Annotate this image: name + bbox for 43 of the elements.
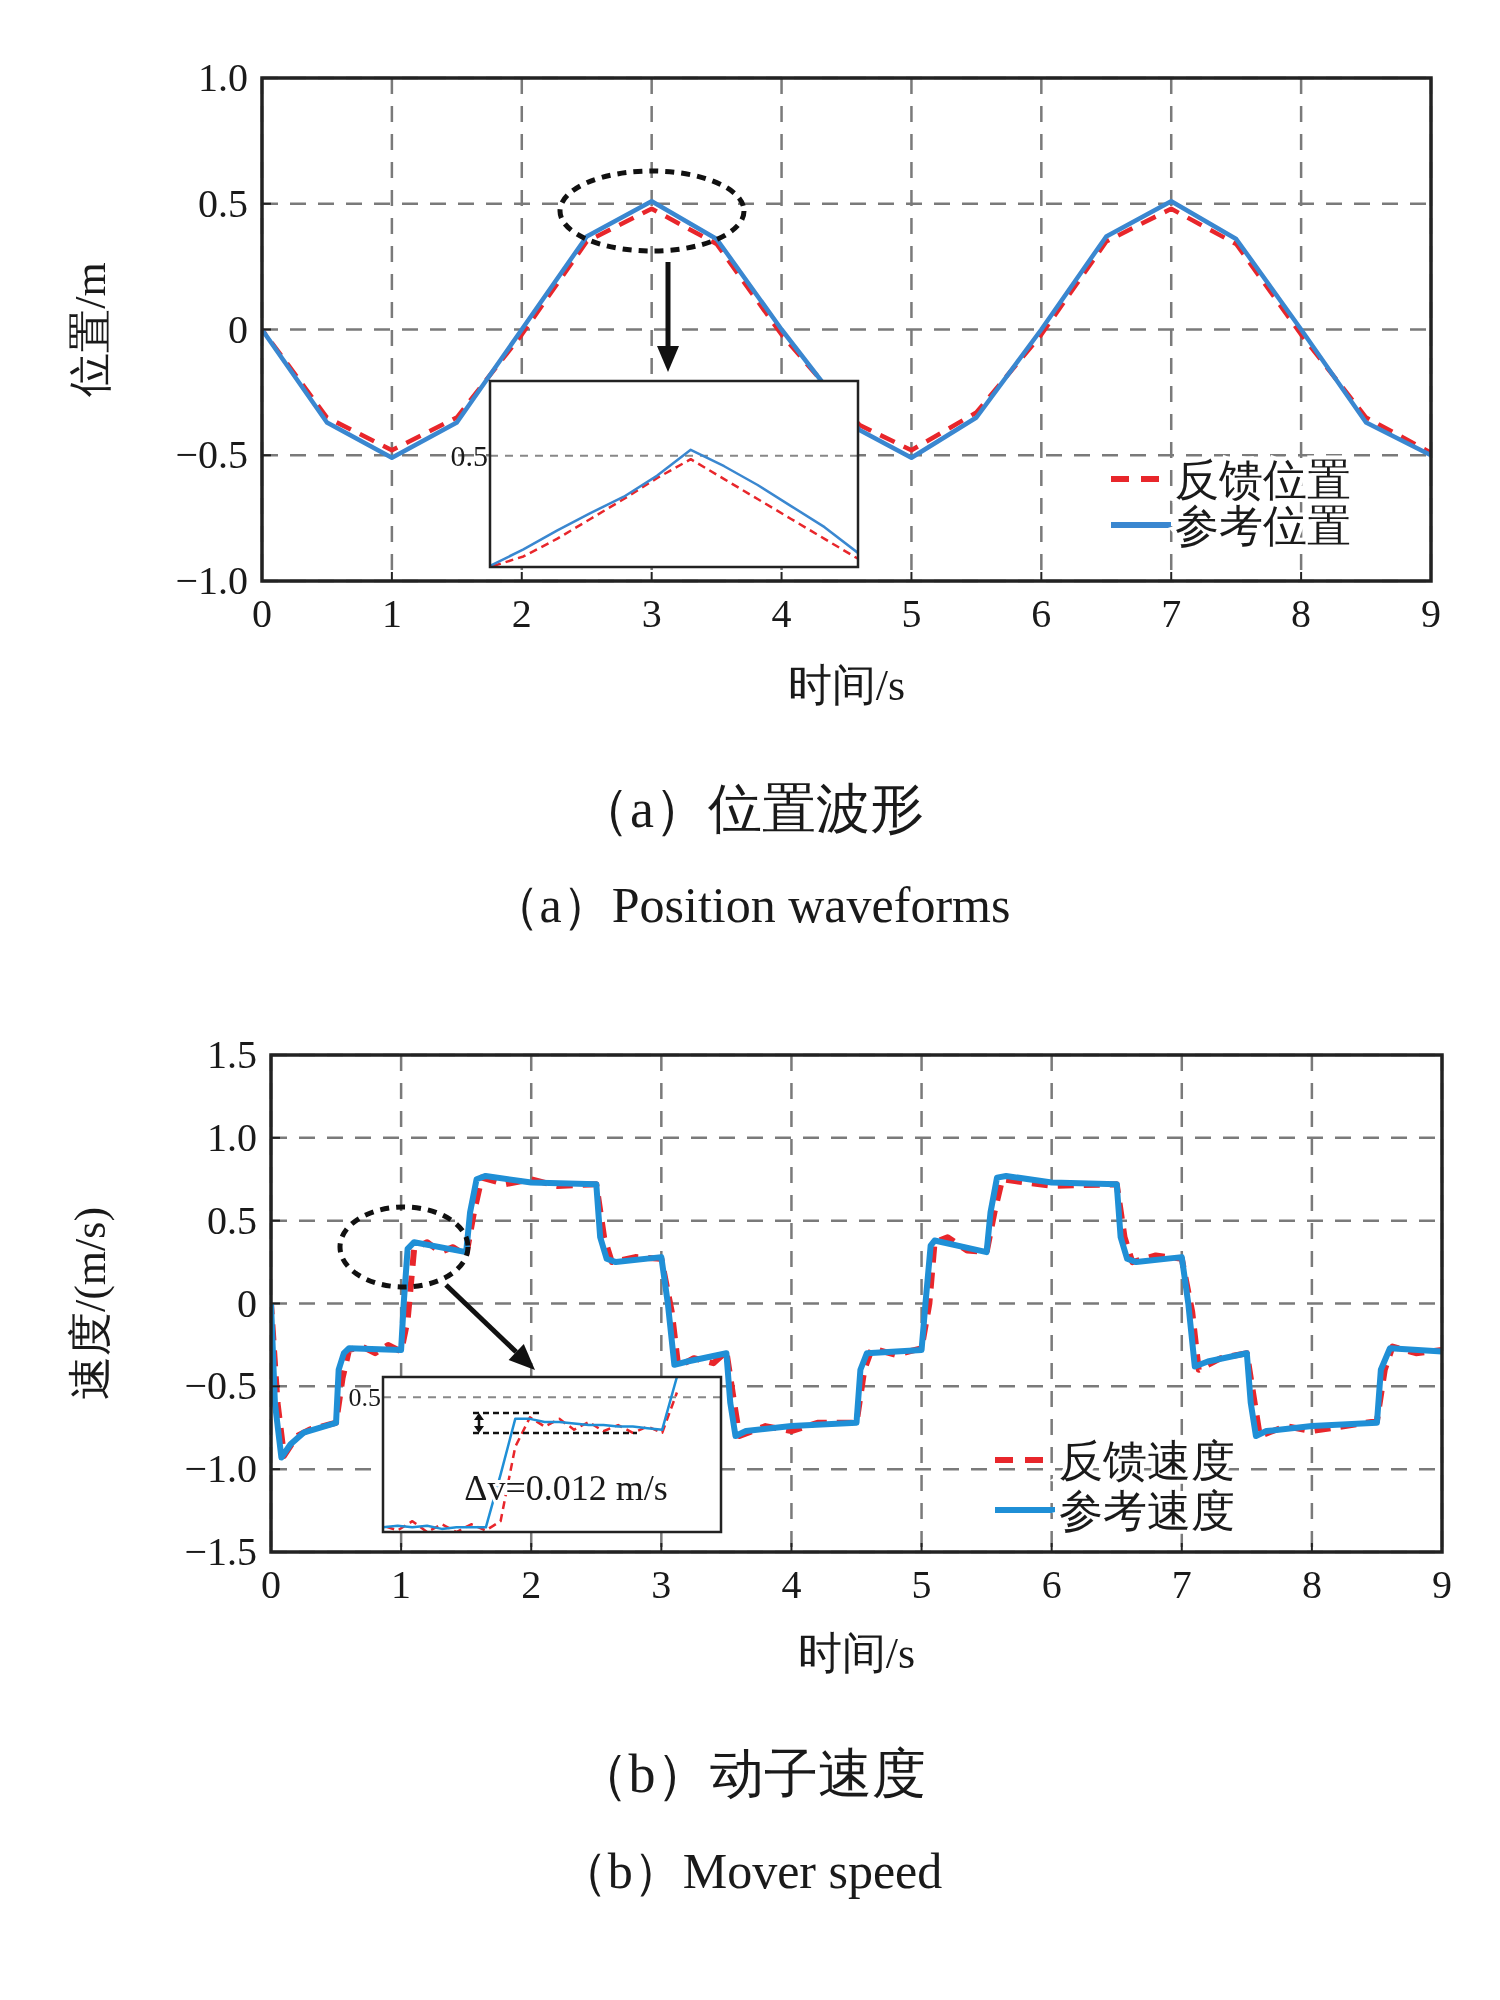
legend-label: 参考速度 (1059, 1487, 1235, 1536)
x-tick-label: 8 (1291, 591, 1312, 636)
x-tick-label: 1 (381, 591, 402, 636)
text: （a）位置波形 (576, 779, 924, 839)
x-tick-label: 4 (771, 591, 792, 636)
y-axis-title: 速度/(m/s) (66, 1206, 115, 1401)
x-tick-label: 6 (1041, 1562, 1062, 1607)
text: （a）Position waveforms (489, 877, 1011, 933)
x-tick-label: 8 (1301, 1562, 1322, 1607)
text: （b）Mover speed (557, 1843, 943, 1899)
x-tick-label: 1 (391, 1562, 412, 1607)
text: （b）动子速度 (574, 1744, 926, 1804)
y-tick-label: 0.5 (198, 180, 248, 226)
x-tick-label: 2 (511, 591, 532, 636)
y-tick-label: 1.0 (198, 55, 248, 100)
x-tick-label: 9 (1432, 1562, 1452, 1607)
annotation: 0.5 (348, 1383, 381, 1413)
y-tick-label: 0.5 (207, 1197, 257, 1243)
y-tick-label: −1.5 (184, 1529, 257, 1574)
x-tick-label: 5 (901, 591, 922, 636)
y-tick-label: 0 (228, 306, 248, 352)
x-tick-label: 3 (641, 591, 662, 636)
x-tick-label: 2 (521, 1562, 542, 1607)
x-tick-label: 7 (1171, 1562, 1192, 1607)
x-tick-label: 4 (781, 1562, 802, 1607)
y-axis-title: 位置/m (66, 262, 115, 397)
y-tick-label: 1.0 (207, 1114, 257, 1160)
y-tick-label: 1.5 (207, 1032, 257, 1077)
x-tick-label: 5 (911, 1562, 932, 1607)
x-axis-title: 时间/s (797, 1629, 916, 1678)
x-tick-label: 9 (1421, 591, 1441, 636)
y-tick-label: −0.5 (184, 1363, 257, 1409)
y-tick-label: −1.0 (184, 1446, 257, 1492)
legend-label: 参考位置 (1175, 502, 1351, 551)
legend-label: 反馈位置 (1175, 456, 1351, 505)
x-tick-label: 3 (651, 1562, 672, 1607)
x-tick-label: 6 (1031, 591, 1052, 636)
annotation: 0.5 (450, 439, 488, 473)
y-tick-label: −1.0 (175, 558, 248, 603)
x-axis-title: 时间/s (787, 661, 906, 710)
y-tick-label: 0 (237, 1280, 257, 1326)
y-tick-label: −0.5 (175, 432, 248, 478)
x-tick-label: 7 (1161, 591, 1182, 636)
